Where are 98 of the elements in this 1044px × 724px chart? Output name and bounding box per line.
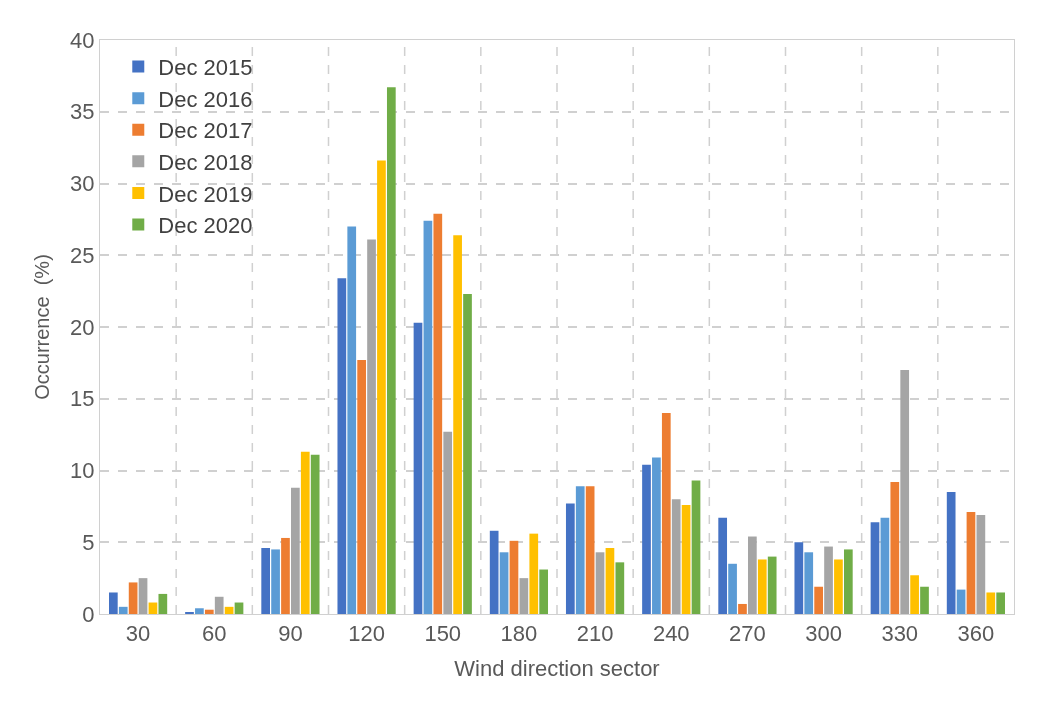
x-tick-label: 210	[576, 621, 614, 647]
bar	[261, 547, 271, 614]
bar	[204, 609, 214, 614]
bar	[996, 592, 1006, 614]
x-tick-label: 60	[202, 621, 227, 647]
x-tick-label: 300	[805, 621, 842, 647]
bar	[834, 559, 843, 614]
y-tick-label: 10	[70, 458, 95, 484]
bar	[794, 542, 804, 614]
bar	[767, 556, 777, 614]
bar	[585, 486, 595, 614]
bar	[890, 481, 900, 614]
bar	[966, 512, 976, 614]
bar	[946, 492, 956, 614]
bar	[757, 559, 767, 614]
bar	[595, 552, 605, 614]
x-tick-label: 120	[348, 621, 385, 647]
bar	[386, 87, 396, 614]
bar	[367, 239, 376, 614]
bar	[728, 563, 737, 614]
y-tick-label: 15	[70, 386, 95, 412]
bar	[956, 589, 966, 614]
bar	[463, 294, 472, 614]
bar	[843, 549, 853, 614]
bar	[300, 451, 310, 614]
y-tick-label: 0	[82, 601, 95, 627]
bar	[615, 562, 625, 614]
bar	[158, 593, 168, 614]
bar	[671, 499, 681, 614]
bar	[870, 522, 880, 614]
bar	[347, 226, 357, 614]
bar	[691, 480, 701, 614]
bar	[642, 464, 651, 614]
bar	[661, 413, 671, 614]
y-tick-label: 5	[82, 529, 95, 555]
legend-label: Dec 2015	[158, 55, 253, 81]
legend-label: Dec 2016	[158, 86, 253, 112]
bar	[920, 586, 929, 614]
bar	[718, 517, 728, 614]
bar	[748, 536, 757, 614]
bar	[824, 546, 833, 614]
y-tick-label: 20	[70, 314, 95, 340]
bar	[291, 487, 300, 614]
x-tick-label: 330	[881, 621, 919, 647]
bar	[138, 578, 148, 614]
bar	[443, 431, 453, 614]
bar	[900, 370, 910, 614]
bar	[986, 592, 996, 614]
x-axis-title: Wind direction sector	[454, 656, 660, 682]
bar	[880, 517, 890, 614]
x-tick-label: 30	[125, 621, 151, 647]
legend-label: Dec 2019	[158, 181, 253, 207]
bar	[814, 586, 823, 614]
x-tick-label: 90	[278, 621, 303, 647]
bar	[310, 454, 320, 614]
bar	[489, 530, 499, 614]
x-tick-label: 270	[729, 621, 766, 647]
legend-label: Dec 2020	[158, 213, 253, 239]
bar	[519, 578, 529, 614]
bar	[499, 552, 509, 614]
y-axis-title: Occurrence (%)	[30, 254, 53, 400]
bar	[413, 322, 423, 614]
bar	[565, 503, 575, 614]
bar	[605, 547, 615, 614]
legend-label: Dec 2018	[158, 149, 253, 175]
bar	[108, 592, 118, 614]
x-tick-label: 150	[424, 621, 462, 647]
x-tick-label: 240	[652, 621, 690, 647]
bar	[910, 575, 919, 614]
bar	[214, 596, 224, 614]
bar	[195, 608, 204, 614]
bar	[281, 537, 290, 614]
x-tick-label: 360	[957, 621, 995, 647]
y-tick-label: 30	[70, 171, 95, 197]
bar	[118, 606, 128, 614]
bar	[271, 549, 280, 614]
bar	[337, 278, 347, 614]
y-tick-label: 35	[70, 99, 95, 125]
y-tick-label: 40	[70, 27, 95, 53]
bar	[509, 540, 519, 614]
x-tick-label: 180	[500, 621, 538, 647]
bar	[738, 603, 747, 614]
bar	[529, 533, 539, 614]
bar	[128, 582, 138, 614]
bar	[652, 457, 661, 614]
bar	[539, 569, 549, 614]
bar	[433, 213, 443, 614]
bar	[357, 360, 366, 614]
bar	[453, 235, 462, 614]
bar	[681, 504, 691, 614]
bar	[976, 514, 986, 614]
bar	[575, 486, 585, 614]
bar	[423, 220, 433, 614]
bar	[377, 160, 386, 614]
bar	[804, 552, 814, 614]
bar	[224, 606, 234, 614]
legend-label: Dec 2017	[158, 118, 253, 144]
y-tick-label: 25	[70, 242, 95, 268]
